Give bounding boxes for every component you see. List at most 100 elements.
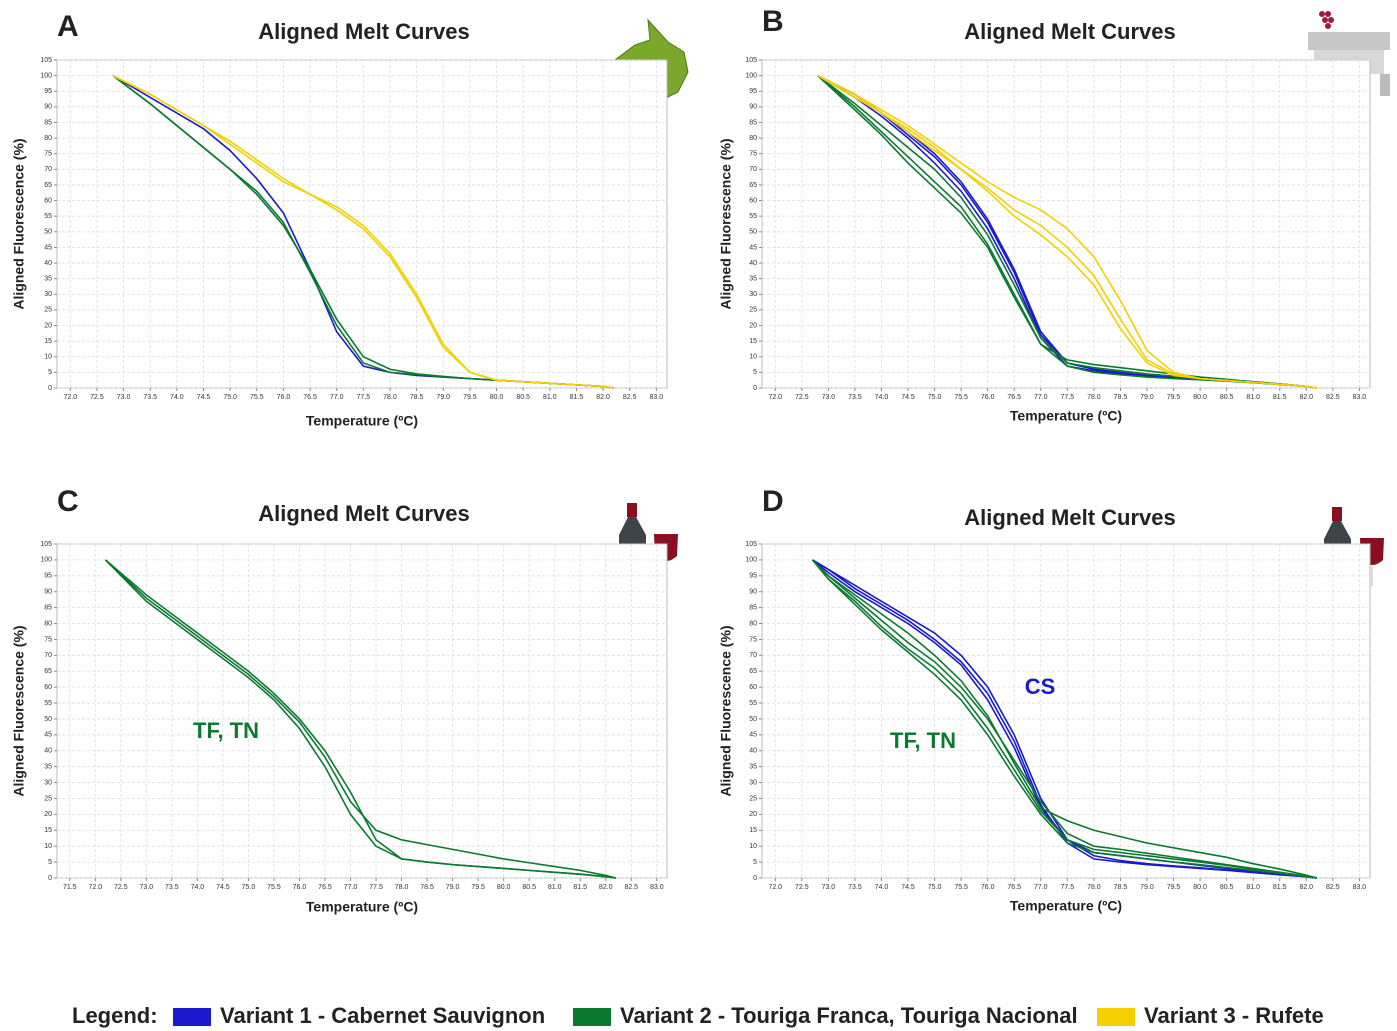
y-tick-label: 100	[40, 72, 52, 79]
chart-title: Aligned Melt Curves	[258, 501, 469, 526]
x-axis-label: Temperature (ºC)	[306, 899, 418, 915]
y-tick-label: 65	[44, 668, 52, 675]
melt-curve	[811, 559, 1318, 879]
x-tick-label: 75.5	[250, 394, 264, 401]
y-tick-label: 100	[745, 72, 757, 79]
y-tick-label: 50	[749, 229, 757, 236]
y-axis-label: Aligned Fluorescence (%)	[718, 625, 734, 796]
x-axis-label: Temperature (ºC)	[1010, 898, 1122, 914]
chart-title: Aligned Melt Curves	[964, 19, 1175, 44]
y-tick-label: 15	[44, 827, 52, 834]
x-tick-label: 74.0	[191, 884, 205, 891]
y-tick-label: 75	[44, 636, 52, 643]
y-tick-label: 65	[749, 182, 757, 189]
x-tick-label: 79.5	[463, 394, 477, 401]
y-tick-label: 20	[44, 811, 52, 818]
x-tick-label: 73.0	[140, 884, 154, 891]
y-tick-label: 0	[48, 385, 52, 392]
y-tick-label: 25	[749, 307, 757, 314]
y-tick-label: 75	[44, 151, 52, 158]
x-tick-label: 77.0	[330, 394, 344, 401]
x-tick-label: 80.5	[1220, 394, 1234, 401]
x-tick-label: 72.0	[768, 394, 782, 401]
x-tick-label: 75.5	[954, 394, 968, 401]
x-tick-label: 80.5	[516, 394, 530, 401]
y-tick-label: 100	[40, 557, 52, 564]
x-tick-label: 72.5	[90, 394, 104, 401]
legend-label: Variant 3 - Rufete	[1144, 1003, 1324, 1028]
x-tick-label: 75.5	[267, 884, 281, 891]
y-tick-label: 15	[749, 827, 757, 834]
x-axis-label: Temperature (ºC)	[306, 413, 418, 429]
melt-curve	[811, 559, 1318, 879]
y-tick-label: 80	[749, 620, 757, 627]
x-tick-label: 74.5	[901, 884, 915, 891]
y-tick-label: 20	[749, 811, 757, 818]
y-tick-label: 0	[753, 875, 757, 882]
y-tick-label: 20	[44, 322, 52, 329]
y-tick-label: 60	[749, 197, 757, 204]
y-tick-label: 90	[44, 104, 52, 111]
x-axis-label: Temperature (ºC)	[1010, 408, 1122, 424]
x-tick-label: 73.5	[143, 394, 157, 401]
y-tick-label: 50	[44, 716, 52, 723]
y-tick-label: 80	[749, 135, 757, 142]
y-tick-label: 30	[44, 291, 52, 298]
y-tick-label: 90	[44, 589, 52, 596]
y-tick-label: 50	[44, 229, 52, 236]
x-tick-label: 82.0	[596, 394, 610, 401]
x-tick-label: 80.5	[522, 884, 536, 891]
y-tick-label: 85	[44, 119, 52, 126]
y-tick-label: 75	[749, 151, 757, 158]
chart-title: Aligned Melt Curves	[258, 19, 469, 44]
y-tick-label: 95	[749, 88, 757, 95]
y-axis-label: Aligned Fluorescence (%)	[11, 625, 27, 796]
x-tick-label: 82.5	[1326, 884, 1340, 891]
x-tick-label: 79.0	[1140, 394, 1154, 401]
legend-title: Legend:	[72, 1003, 158, 1028]
panel: 0 5 10 15 20 25 30 35 40 45 50 55 60 65 70 75 80 85 90 95 10…	[718, 5, 1371, 424]
y-axis-label: Aligned Fluorescence (%)	[718, 138, 734, 309]
x-tick-label: 76.0	[981, 394, 995, 401]
melt-curve	[811, 559, 1318, 879]
y-tick-label: 95	[44, 573, 52, 580]
x-tick-label: 77.5	[1061, 884, 1075, 891]
melt-curve	[104, 559, 617, 879]
x-tick-label: 75.0	[242, 884, 256, 891]
y-tick-label: 55	[44, 213, 52, 220]
x-tick-label: 72.5	[795, 884, 809, 891]
y-tick-label: 100	[745, 557, 757, 564]
x-tick-label: 73.5	[848, 884, 862, 891]
y-tick-label: 30	[749, 779, 757, 786]
x-tick-label: 73.0	[822, 884, 836, 891]
y-tick-label: 5	[48, 369, 52, 376]
y-tick-label: 60	[44, 197, 52, 204]
y-tick-label: 70	[749, 652, 757, 659]
x-tick-label: 77.0	[1034, 394, 1048, 401]
legend-swatch	[573, 1008, 611, 1026]
x-tick-label: 74.5	[216, 884, 230, 891]
x-tick-label: 72.0	[88, 884, 102, 891]
x-tick-label: 79.5	[1167, 394, 1181, 401]
legend: Legend: Variant 1 - Cabernet Sauvignon Var…	[72, 1003, 1324, 1028]
y-tick-label: 35	[749, 276, 757, 283]
x-tick-label: 82.5	[624, 884, 638, 891]
x-tick-label: 75.0	[223, 394, 237, 401]
x-tick-label: 76.5	[1007, 884, 1021, 891]
y-tick-label: 45	[749, 732, 757, 739]
y-tick-label: 35	[44, 764, 52, 771]
y-tick-label: 60	[44, 684, 52, 691]
x-tick-label: 81.0	[543, 394, 557, 401]
y-tick-label: 85	[44, 604, 52, 611]
y-tick-label: 25	[44, 307, 52, 314]
x-tick-label: 73.5	[848, 394, 862, 401]
x-tick-label: 77.0	[344, 884, 358, 891]
y-tick-label: 5	[753, 859, 757, 866]
x-tick-label: 77.5	[357, 394, 371, 401]
y-tick-label: 70	[44, 652, 52, 659]
plot-area	[761, 543, 1371, 879]
legend-label: Variant 2 - Touriga Franca, Touriga Naci…	[620, 1003, 1078, 1028]
x-tick-label: 80.0	[1193, 884, 1207, 891]
y-tick-label: 40	[749, 260, 757, 267]
x-tick-label: 76.5	[1007, 394, 1021, 401]
